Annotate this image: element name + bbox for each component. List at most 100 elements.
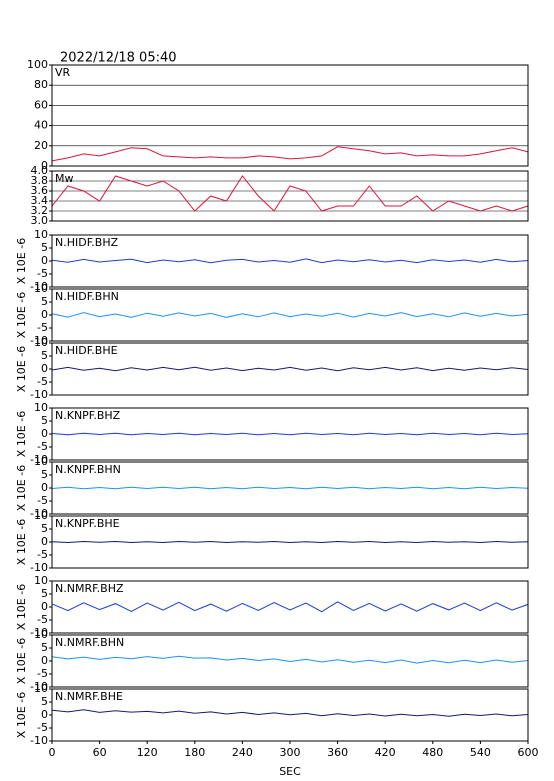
y-tick-label: -5 — [37, 440, 48, 453]
y-tick-label: 5 — [41, 587, 48, 600]
trace — [51, 258, 529, 264]
panel-frame — [51, 288, 529, 342]
y-tick-label: -5 — [37, 721, 48, 734]
y-tick-label: 5 — [41, 695, 48, 708]
y-tick-label: -5 — [37, 267, 48, 280]
y-tick-label: 10 — [34, 574, 48, 587]
y-tick-label: -5 — [37, 321, 48, 334]
panel-frame — [51, 461, 529, 515]
y-tick-label: 0 — [41, 708, 48, 721]
panel-label: N.NMRF.BHZ — [55, 582, 124, 595]
y-tick-label: 5 — [41, 295, 48, 308]
y-tick-label: -10 — [30, 680, 48, 693]
y-tick-label: 40 — [34, 119, 48, 132]
panel-frame — [51, 342, 529, 396]
y-tick-label: 0 — [41, 600, 48, 613]
panel-label: Mw — [55, 172, 74, 185]
y-tick-label: 10 — [34, 455, 48, 468]
timestamp: 2022/12/18 05:40 — [60, 51, 177, 66]
y-tick-label: 10 — [34, 682, 48, 695]
y-axis-label: X 10E -6 — [15, 692, 28, 738]
y-tick-label: 0 — [41, 427, 48, 440]
x-tick-label: 240 — [232, 746, 253, 759]
panel-frame — [51, 64, 529, 167]
panel-label: N.KNPF.BHZ — [55, 409, 121, 422]
y-tick-label: 80 — [34, 78, 48, 91]
y-tick-label: -5 — [37, 667, 48, 680]
x-tick-label: 300 — [280, 746, 301, 759]
panel-label: N.NMRF.BHE — [55, 690, 123, 703]
y-tick-label: 10 — [34, 401, 48, 414]
panel-label: N.HIDF.BHE — [55, 344, 118, 357]
panel-frame — [51, 170, 529, 222]
y-tick-label: 3.2 — [31, 204, 49, 217]
x-tick-label: 60 — [93, 746, 107, 759]
trace — [51, 366, 529, 372]
y-tick-label: 5 — [41, 414, 48, 427]
x-tick-label: 180 — [184, 746, 205, 759]
x-tick-label: 600 — [518, 746, 539, 759]
trace — [51, 540, 529, 544]
y-tick-label: 10 — [34, 336, 48, 349]
trace — [51, 709, 529, 717]
y-axis-label: X 10E -6 — [15, 638, 28, 684]
y-tick-label: 0 — [41, 159, 48, 172]
y-tick-label: -10 — [30, 280, 48, 293]
y-axis-label: X 10E -6 — [15, 238, 28, 284]
y-axis-label: X 10E -6 — [15, 519, 28, 565]
panel-label: N.KNPF.BHN — [55, 463, 121, 476]
trace — [51, 175, 529, 212]
y-axis-label: X 10E -6 — [15, 346, 28, 392]
y-tick-label: -5 — [37, 375, 48, 388]
panel-frame — [51, 234, 529, 288]
y-tick-label: 20 — [34, 139, 48, 152]
x-tick-label: 0 — [49, 746, 56, 759]
panel-frame — [51, 515, 529, 569]
x-axis-label: SEC — [279, 765, 301, 778]
panel-label: N.HIDF.BHN — [55, 290, 119, 303]
y-tick-label: 5 — [41, 241, 48, 254]
panel-frame — [51, 580, 529, 634]
y-axis-label: X 10E -6 — [15, 584, 28, 630]
y-tick-label: -5 — [37, 494, 48, 507]
trace — [51, 486, 529, 490]
y-tick-label: 5 — [41, 349, 48, 362]
panel-label: N.NMRF.BHN — [55, 636, 124, 649]
y-tick-label: -10 — [30, 734, 48, 747]
y-tick-label: 100 — [27, 58, 48, 71]
x-tick-label: 120 — [137, 746, 158, 759]
y-tick-label: 0 — [41, 481, 48, 494]
trace — [51, 601, 529, 613]
y-axis-label: X 10E -6 — [15, 411, 28, 457]
y-tick-label: 5 — [41, 522, 48, 535]
trace — [51, 146, 529, 162]
trace — [51, 312, 529, 318]
y-tick-label: 4.0 — [31, 164, 49, 177]
y-tick-label: -10 — [30, 388, 48, 401]
y-tick-label: 10 — [34, 509, 48, 522]
x-tick-label: 540 — [470, 746, 491, 759]
y-axis-label: X 10E -6 — [15, 465, 28, 511]
y-tick-label: -10 — [30, 453, 48, 466]
y-tick-label: 3.0 — [31, 214, 49, 227]
y-tick-label: 0 — [41, 654, 48, 667]
y-tick-label: -5 — [37, 548, 48, 561]
y-tick-label: 10 — [34, 282, 48, 295]
y-tick-label: 3.4 — [31, 194, 49, 207]
y-tick-label: 10 — [34, 628, 48, 641]
y-tick-label: 0 — [41, 308, 48, 321]
y-tick-label: -10 — [30, 561, 48, 574]
y-tick-label: 0 — [41, 254, 48, 267]
y-tick-label: 0 — [41, 362, 48, 375]
x-tick-label: 360 — [327, 746, 348, 759]
y-tick-label: 5 — [41, 468, 48, 481]
y-tick-label: 3.8 — [31, 174, 49, 187]
panel-label: VR — [55, 66, 71, 79]
y-tick-label: 10 — [34, 228, 48, 241]
y-tick-label: 5 — [41, 641, 48, 654]
y-axis-label: X 10E -6 — [15, 292, 28, 338]
y-tick-label: 0 — [41, 535, 48, 548]
trace — [51, 432, 529, 436]
y-tick-label: -5 — [37, 613, 48, 626]
panel-frame — [51, 634, 529, 688]
